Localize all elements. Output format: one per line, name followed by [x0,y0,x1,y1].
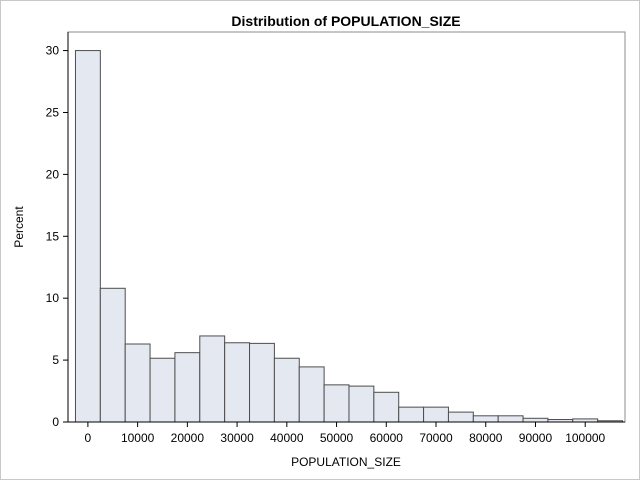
histogram-bar [99,287,126,423]
x-tick-label: 0 [85,431,92,445]
histogram-bar [298,366,325,423]
chart-title: Distribution of POPULATION_SIZE [231,13,460,29]
histogram-bar [199,335,226,423]
y-tick-label: 10 [46,291,60,305]
histogram-bar [447,411,474,423]
bars-group [74,50,624,423]
histogram-bar [423,406,449,423]
histogram-bar [174,352,201,423]
x-tick-label: 60000 [370,431,404,445]
y-tick-label: 25 [46,105,60,119]
y-tick-label: 0 [52,415,59,429]
x-tick-label: 20000 [171,431,205,445]
histogram-bar [497,415,524,423]
histogram-bar [323,384,350,423]
x-tick-label: 30000 [220,431,254,445]
y-tick-label: 20 [46,167,60,181]
histogram-bar [273,357,300,423]
y-tick-label: 30 [46,44,60,58]
x-tick-label: 70000 [419,431,453,445]
histogram-bar [149,357,176,423]
x-axis: 0 10000 20000 30000 40000 50000 60000 70000 8000… [68,421,625,445]
histogram-bar [522,417,549,423]
x-tick-label: 100000 [565,431,605,445]
histogram-bar [124,343,151,423]
histogram-bar [373,391,400,423]
y-tick-label: 5 [52,353,59,367]
x-axis-label: POPULATION_SIZE [291,455,401,469]
histogram-bar [472,415,499,423]
x-tick-label: 80000 [469,431,503,445]
x-tick-label: 90000 [519,431,553,445]
histogram-bar [74,50,101,423]
histogram-bar [249,342,275,423]
y-axis-label: Percent [12,206,26,248]
histogram-bar [348,385,375,423]
y-axis: 0 5 10 15 20 25 30 [46,32,69,429]
x-tick-label: 10000 [121,431,155,445]
histogram-bar [398,406,425,423]
y-tick-label: 15 [46,229,60,243]
x-tick-label: 50000 [320,431,354,445]
x-tick-label: 40000 [270,431,304,445]
histogram-bar [224,342,251,423]
